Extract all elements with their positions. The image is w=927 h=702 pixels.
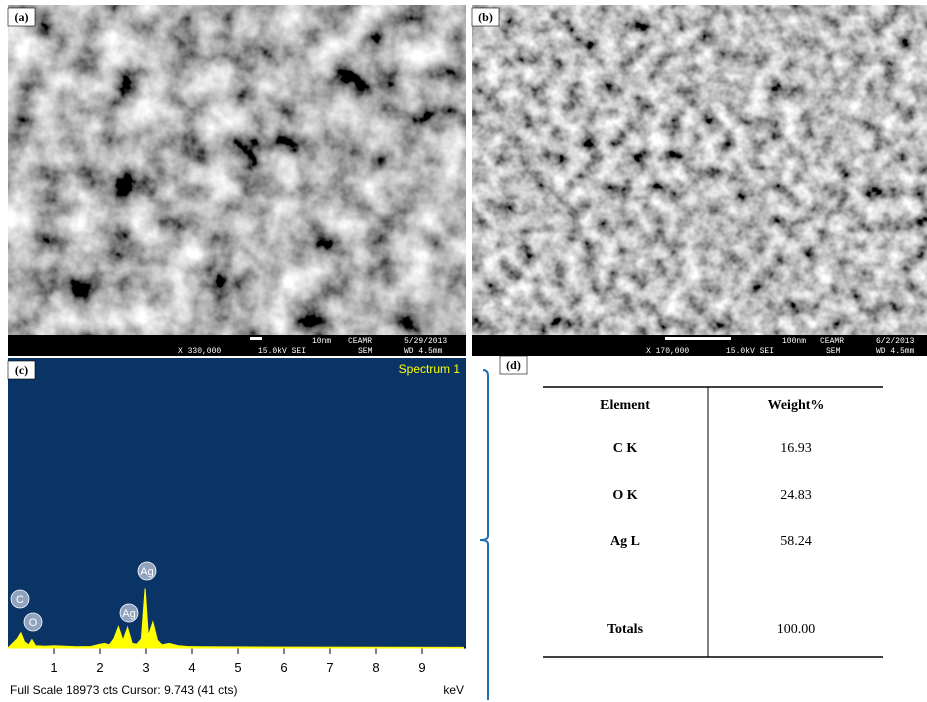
sem-info: 5/29/2013 <box>404 337 447 346</box>
table-value: 100.00 <box>777 622 816 637</box>
table-value: 16.93 <box>780 441 812 456</box>
sem-info: SEM <box>826 347 841 356</box>
sem-image <box>8 5 466 335</box>
figure: (a) 10nm CEAMR 5/29/2013 X 330,000 15.0kV SEI… <box>0 0 927 702</box>
x-tick-label: 6 <box>280 660 287 675</box>
peak-label: O <box>29 617 38 629</box>
table-element: C K <box>613 441 638 456</box>
x-tick-label: 1 <box>50 660 57 675</box>
bracket <box>480 370 488 700</box>
sem-image <box>472 5 927 335</box>
table-value: 58.24 <box>780 534 812 549</box>
sem-info: 15.0kV SEI <box>258 347 306 356</box>
sem-info: X 330,000 <box>178 347 221 356</box>
sem-info: WD 4.5mm <box>876 347 915 356</box>
sem-info: X 170,000 <box>646 347 689 356</box>
panel-label: (a) <box>15 10 29 24</box>
table-header: Weight% <box>768 398 825 413</box>
scale-bar <box>665 337 731 340</box>
x-tick-label: 7 <box>326 660 333 675</box>
panel-label: (c) <box>15 363 28 377</box>
scale-bar <box>250 337 262 340</box>
sem-info: 6/2/2013 <box>876 337 915 346</box>
table-header: Element <box>600 398 650 413</box>
sem-info-bar <box>8 335 466 356</box>
sem-info: 100nm <box>782 337 806 346</box>
sem-info: SEM <box>358 347 373 356</box>
peak-label: Ag <box>140 566 153 578</box>
sem-info: CEAMR <box>820 337 844 346</box>
sem-info: 10nm <box>312 337 331 346</box>
x-tick-label: 3 <box>142 660 149 675</box>
panel-label: (d) <box>506 358 521 372</box>
x-tick-label: 2 <box>96 660 103 675</box>
table-element: O K <box>612 488 637 503</box>
x-tick-label: 5 <box>234 660 241 675</box>
table-element: Ag L <box>610 534 640 549</box>
table-element: Totals <box>607 622 644 637</box>
sem-info: WD 4.5mm <box>404 347 443 356</box>
spectrum-footer: Full Scale 18973 cts Cursor: 9.743 (41 c… <box>10 683 237 697</box>
axis-unit: keV <box>443 683 464 697</box>
x-tick-label: 4 <box>188 660 195 675</box>
x-tick-label: 9 <box>418 660 425 675</box>
sem-info: CEAMR <box>348 337 372 346</box>
table-value: 24.83 <box>780 488 812 503</box>
panel-label: (b) <box>478 10 493 24</box>
peak-label: Ag <box>122 608 135 620</box>
spectrum-title: Spectrum 1 <box>399 362 461 376</box>
spectrum-plot-area <box>8 358 466 648</box>
x-tick-label: 8 <box>372 660 379 675</box>
sem-info: 15.0kV SEI <box>726 347 774 356</box>
peak-label: C <box>16 594 24 606</box>
